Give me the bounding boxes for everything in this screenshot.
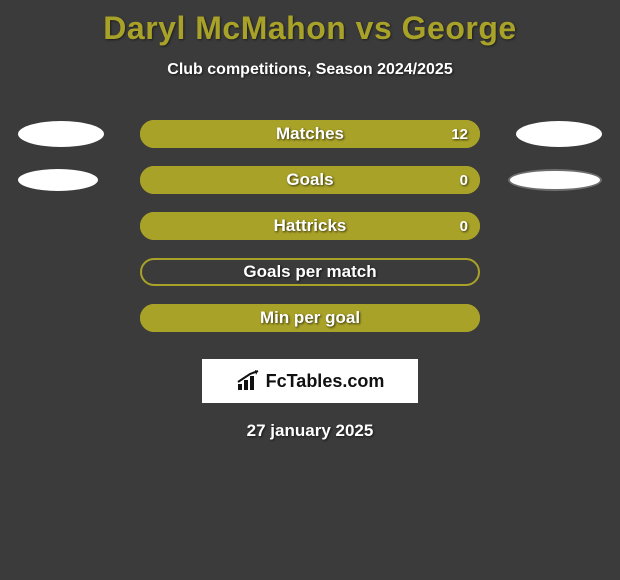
page-title: Daryl McMahon vs George — [0, 0, 620, 47]
bar-label: Goals per match — [140, 258, 480, 286]
bar-value-right: 0 — [460, 212, 468, 240]
bar-label: Matches — [140, 120, 480, 148]
stat-row: Hattricks0 — [0, 203, 620, 249]
stat-row: Goals0 — [0, 157, 620, 203]
stat-row: Goals per match — [0, 249, 620, 295]
stat-bar: Hattricks0 — [140, 212, 480, 240]
comparison-rows: Matches12Goals0Hattricks0Goals per match… — [0, 111, 620, 341]
stat-bar: Goals0 — [140, 166, 480, 194]
pellet-right — [516, 121, 602, 147]
bar-value-right: 0 — [460, 166, 468, 194]
bar-label: Min per goal — [140, 304, 480, 332]
pellet-right — [508, 169, 602, 191]
page-subtitle: Club competitions, Season 2024/2025 — [0, 61, 620, 79]
stat-bar: Matches12 — [140, 120, 480, 148]
bar-value-right: 12 — [451, 120, 468, 148]
stat-row: Matches12 — [0, 111, 620, 157]
bar-label: Goals — [140, 166, 480, 194]
pellet-left — [18, 121, 104, 147]
stat-bar: Min per goal — [140, 304, 480, 332]
logo-chart-icon — [236, 370, 262, 392]
logo-text: FcTables.com — [266, 371, 385, 392]
footer-date: 27 january 2025 — [0, 421, 620, 441]
logo-box: FcTables.com — [202, 359, 418, 403]
bar-label: Hattricks — [140, 212, 480, 240]
stat-row: Min per goal — [0, 295, 620, 341]
stat-bar: Goals per match — [140, 258, 480, 286]
pellet-left — [18, 169, 98, 191]
